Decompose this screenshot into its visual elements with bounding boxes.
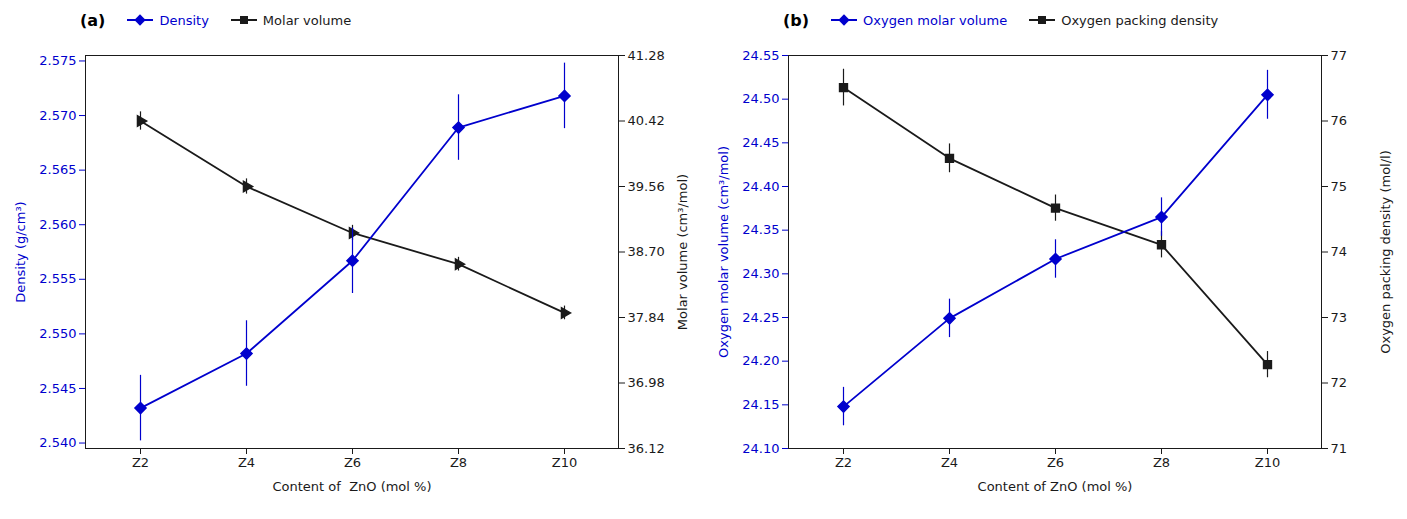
svg-text:Z6: Z6 — [344, 455, 361, 470]
svg-text:24.10: 24.10 — [742, 441, 779, 456]
html-text:Density: Density — [159, 12, 209, 28]
svg-text:Z6: Z6 — [1047, 455, 1064, 470]
svg-text:72: 72 — [1331, 375, 1348, 390]
svg-text:Z2: Z2 — [835, 455, 852, 470]
svg-text:38.70: 38.70 — [628, 244, 665, 259]
svg-text:74: 74 — [1331, 244, 1348, 259]
svg-text:40.42: 40.42 — [628, 113, 665, 128]
html-text:Molar volume: Molar volume — [262, 12, 352, 28]
html-text:Oxygen packing density: Oxygen packing density — [1061, 12, 1219, 28]
svg-text:24.30: 24.30 — [742, 266, 779, 281]
svg-text:24.25: 24.25 — [742, 310, 779, 325]
svg-text:24.20: 24.20 — [742, 353, 779, 368]
svg-text:24.45: 24.45 — [742, 135, 779, 150]
svg-text:Oxygen packing density (mol/l): Oxygen packing density (mol/l) — [1378, 150, 1393, 354]
svg-text:71: 71 — [1331, 441, 1348, 456]
svg-text:2.555: 2.555 — [39, 271, 76, 286]
svg-text:Molar volume (cm³/mol): Molar volume (cm³/mol) — [675, 174, 690, 330]
svg-text:24.50: 24.50 — [742, 91, 779, 106]
svg-text:24.40: 24.40 — [742, 179, 779, 194]
svg-text:2.570: 2.570 — [39, 108, 76, 123]
svg-text:2.575: 2.575 — [39, 53, 76, 68]
html-text:(a): (a) — [80, 10, 106, 30]
svg-text:Z10: Z10 — [552, 455, 577, 470]
svg-text:24.55: 24.55 — [742, 48, 779, 63]
svg-text:2.550: 2.550 — [39, 326, 76, 341]
svg-text:Z2: Z2 — [132, 455, 149, 470]
html-text:(b): (b) — [783, 10, 810, 30]
svg-text:Z4: Z4 — [238, 455, 255, 470]
svg-text:2.545: 2.545 — [39, 381, 76, 396]
svg-text:41.28: 41.28 — [628, 48, 665, 63]
svg-text:37.84: 37.84 — [628, 310, 665, 325]
svg-text:Oxygen molar volume (cm³/mol): Oxygen molar volume (cm³/mol) — [716, 146, 731, 358]
svg-text:36.98: 36.98 — [628, 375, 665, 390]
svg-text:76: 76 — [1331, 113, 1348, 128]
svg-text:Content of ZnO (mol %): Content of ZnO (mol %) — [273, 479, 432, 494]
svg-text:Content of ZnO (mol %): Content of ZnO (mol %) — [978, 479, 1133, 494]
svg-text:24.35: 24.35 — [742, 222, 779, 237]
svg-text:73: 73 — [1331, 310, 1348, 325]
svg-text:2.565: 2.565 — [39, 162, 76, 177]
svg-text:Density (g/cm³): Density (g/cm³) — [13, 201, 28, 302]
svg-text:2.560: 2.560 — [39, 217, 76, 232]
svg-text:Z4: Z4 — [941, 455, 958, 470]
svg-text:Z8: Z8 — [450, 455, 467, 470]
svg-text:Z8: Z8 — [1153, 455, 1170, 470]
svg-text:75: 75 — [1331, 179, 1348, 194]
svg-text:77: 77 — [1331, 48, 1348, 63]
svg-text:39.56: 39.56 — [628, 179, 665, 194]
svg-text:Z10: Z10 — [1255, 455, 1280, 470]
svg-text:36.12: 36.12 — [628, 441, 665, 456]
svg-text:24.15: 24.15 — [742, 397, 779, 412]
svg-text:2.540: 2.540 — [39, 435, 76, 450]
html-text:Oxygen molar volume: Oxygen molar volume — [863, 12, 1008, 28]
